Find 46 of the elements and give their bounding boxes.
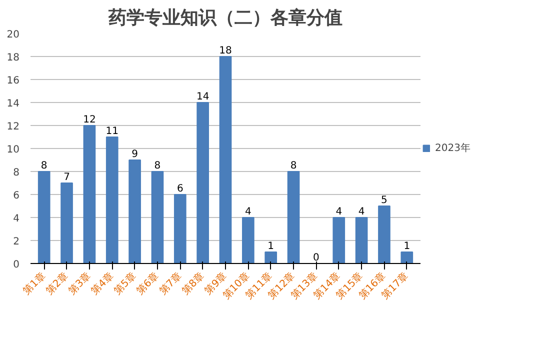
chart-title: 药学专业知识（二）各章分值	[108, 8, 342, 28]
y-tick-label: 14	[6, 98, 20, 110]
y-tick-label: 10	[6, 144, 20, 156]
y-tick-label: 0	[13, 260, 20, 270]
bar	[151, 171, 164, 264]
data-label: 6	[176, 184, 184, 194]
y-tick-label: 8	[13, 168, 20, 178]
y-tick-label: 6	[13, 190, 20, 202]
bar	[83, 125, 96, 264]
y-tick-label: 2	[13, 236, 20, 248]
data-label: 12	[83, 114, 96, 126]
data-label: 8	[290, 160, 297, 172]
data-label: 1	[268, 241, 274, 252]
data-label: 9	[132, 149, 138, 160]
data-label: 0	[313, 252, 320, 264]
data-label: 4	[358, 206, 365, 218]
bar	[264, 252, 278, 264]
bar	[196, 102, 209, 264]
legend-label: 2023年	[435, 142, 470, 155]
y-tick-label: 16	[6, 76, 20, 86]
data-label: 18	[219, 46, 232, 56]
bar	[400, 252, 414, 264]
y-tick-label: 18	[6, 52, 20, 64]
bar	[128, 160, 141, 264]
data-label: 7	[64, 172, 70, 183]
y-tick-label: 12	[6, 122, 20, 132]
y-tick-label: 20	[6, 30, 20, 40]
y-tick-label: 4	[13, 214, 20, 224]
data-label: 4	[244, 206, 252, 218]
data-label: 11	[106, 126, 118, 137]
bar	[287, 171, 300, 264]
bar	[106, 136, 118, 264]
data-label: 8	[40, 160, 48, 172]
bar	[60, 182, 73, 264]
bar	[378, 206, 390, 264]
data-label: 1	[404, 241, 410, 252]
bar	[332, 217, 346, 264]
data-label: 14	[196, 92, 210, 102]
bar	[174, 194, 186, 264]
bar	[355, 217, 368, 264]
bar	[38, 171, 50, 264]
bar	[219, 56, 232, 264]
data-label: 4	[336, 206, 342, 218]
data-label: 5	[381, 195, 388, 206]
bar	[242, 217, 254, 264]
data-label: 8	[154, 160, 161, 172]
